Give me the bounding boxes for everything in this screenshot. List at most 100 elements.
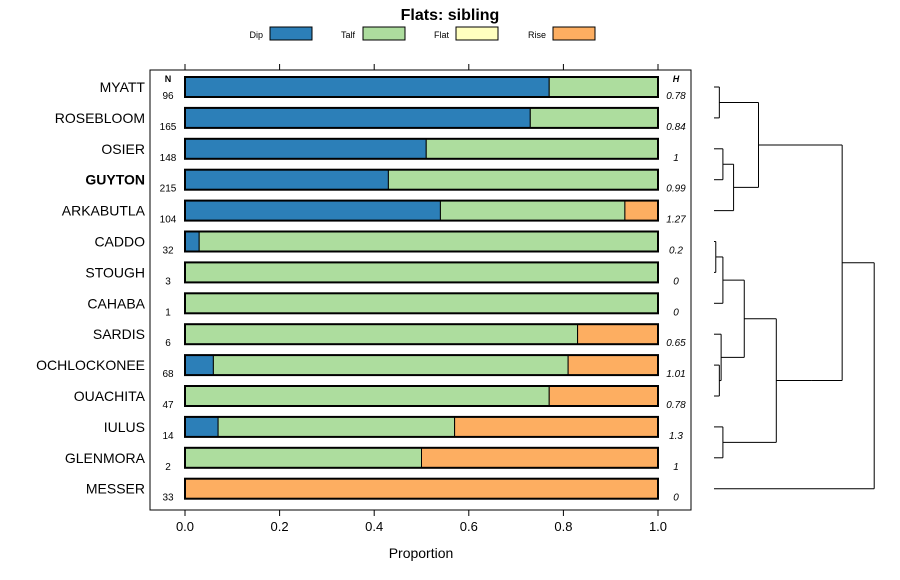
row-label-ochlockonee: OCHLOCKONEE: [36, 357, 145, 373]
x-axis: 0.0 0.2 0.4 0.6 0.8 1.0: [176, 64, 667, 534]
bar-outline-sardis: [184, 323, 659, 346]
bar-sardis-talf: [184, 323, 579, 345]
bar-outline-caddo: [184, 230, 659, 253]
bar-ochlockonee-rise: [567, 354, 659, 376]
bar-outline-arkabutla: [184, 199, 659, 222]
bar-outline-rosebloom: [184, 106, 659, 129]
row-label-osier: OSIER: [101, 141, 145, 157]
x-tick-label: 0.8: [554, 519, 572, 534]
bar-outline-ouachita: [184, 385, 659, 407]
h-label-rosebloom: 0.84: [666, 122, 686, 133]
legend-label-talf: Talf: [341, 30, 356, 40]
bar-outline-iulus: [184, 415, 659, 438]
n-label-messer: 33: [162, 493, 174, 504]
x-tick-label: 1.0: [649, 519, 667, 534]
row-label-guyton: GUYTON: [85, 172, 145, 188]
h-label-arkabutla: 1.27: [666, 215, 686, 226]
n-label-stough: 3: [165, 276, 171, 287]
h-labels: 0.78 0.84 1 0.99 1.27 0.2 0 0 0.65 1.01 0.78 1.3 1 0: [666, 91, 686, 504]
plot-panel: [149, 69, 692, 511]
bar-osier-talf: [425, 138, 659, 160]
row-label-caddo: CADDO: [94, 234, 145, 250]
bar-rosebloom-dip: [184, 107, 531, 129]
bar-sardis-rise: [577, 323, 659, 345]
row-label-stough: STOUGH: [85, 264, 145, 280]
chart-title: Flats: sibling: [401, 7, 500, 24]
h-label-iulus: 1.3: [669, 431, 683, 442]
n-label-cahaba: 1: [165, 307, 171, 318]
legend-swatch-rise: [552, 26, 596, 41]
n-header: N: [165, 74, 172, 84]
h-label-osier: 1: [673, 153, 679, 164]
h-label-caddo: 0.2: [669, 246, 683, 257]
row-label-arkabutla: ARKABUTLA: [62, 203, 146, 219]
bar-group: [184, 76, 659, 500]
bar-outline-messer: [184, 477, 659, 500]
bar-ochlockonee-dip: [184, 354, 214, 376]
n-label-glenmora: 2: [165, 462, 171, 473]
legend-label-rise: Rise: [528, 30, 546, 40]
h-label-ochlockonee: 1.01: [666, 369, 685, 380]
row-label-iulus: IULUS: [104, 419, 145, 435]
legend: Dip Talf Flat Rise: [249, 26, 596, 41]
h-header: H: [673, 74, 680, 84]
h-label-messer: 0: [673, 493, 679, 504]
h-label-guyton: 0.99: [666, 184, 686, 195]
x-tick-label: 0.4: [365, 519, 383, 534]
n-label-guyton: 215: [160, 184, 177, 195]
bar-outline-ochlockonee: [184, 354, 659, 377]
legend-swatch-dip: [269, 26, 313, 41]
bar-myatt-talf: [548, 76, 659, 98]
legend-label-flat: Flat: [434, 30, 450, 40]
h-label-ouachita: 0.78: [666, 400, 686, 411]
bar-arkabutla-rise: [624, 200, 659, 222]
x-tick-label: 0.2: [271, 519, 289, 534]
row-label-rosebloom: ROSEBLOOM: [55, 110, 145, 126]
bar-outline-cahaba: [184, 292, 659, 315]
bar-outline-glenmora: [184, 446, 659, 469]
x-tick-label: 0.0: [176, 519, 194, 534]
bar-glenmora-talf: [184, 447, 422, 469]
row-label-messer: MESSER: [86, 481, 145, 497]
bar-iulus-talf: [217, 416, 456, 438]
n-label-ouachita: 47: [162, 400, 174, 411]
n-label-ochlockonee: 68: [162, 369, 174, 380]
bar-arkabutla-talf: [439, 200, 626, 222]
row-label-glenmora: GLENMORA: [65, 450, 146, 466]
bar-osier-dip: [184, 138, 427, 160]
bar-iulus-rise: [454, 416, 659, 438]
n-label-arkabutla: 104: [160, 215, 177, 226]
x-axis-label: Proportion: [389, 545, 454, 561]
dendrogram: [714, 86, 875, 490]
bar-stough-talf: [184, 261, 659, 283]
bar-caddo-talf: [198, 231, 659, 252]
legend-swatch-flat: [455, 26, 499, 41]
n-label-osier: 148: [160, 153, 177, 164]
n-label-myatt: 96: [162, 91, 174, 102]
bar-outline-guyton: [184, 168, 659, 191]
n-label-caddo: 32: [162, 246, 174, 257]
row-label-sardis: SARDIS: [93, 326, 145, 342]
bar-messer-rise: [184, 478, 659, 500]
x-tick-label: 0.6: [460, 519, 478, 534]
row-labels: MYATT ROSEBLOOM OSIER GUYTON ARKABUTLA CADDO S…: [36, 79, 146, 497]
legend-swatch-talf: [362, 26, 406, 41]
n-labels: 96 165 148 215 104 32 3 1 6 68 47 14 2 33: [160, 91, 177, 504]
row-label-cahaba: CAHABA: [87, 295, 145, 311]
bar-arkabutla-dip: [184, 200, 441, 222]
bar-ouachita-rise: [548, 385, 659, 407]
bar-guyton-talf: [387, 169, 659, 191]
row-label-myatt: MYATT: [100, 79, 146, 95]
bar-outline-osier: [184, 137, 659, 160]
legend-label-dip: Dip: [249, 30, 263, 40]
n-label-iulus: 14: [162, 431, 174, 442]
row-label-ouachita: OUACHITA: [74, 388, 146, 404]
bar-outline-stough: [184, 261, 659, 284]
h-label-stough: 0: [673, 276, 679, 287]
bar-rosebloom-talf: [529, 107, 659, 129]
bar-outline-myatt: [184, 76, 659, 98]
bar-myatt-dip: [184, 76, 550, 98]
bar-glenmora-rise: [421, 447, 659, 469]
bar-caddo-dip: [184, 231, 200, 252]
